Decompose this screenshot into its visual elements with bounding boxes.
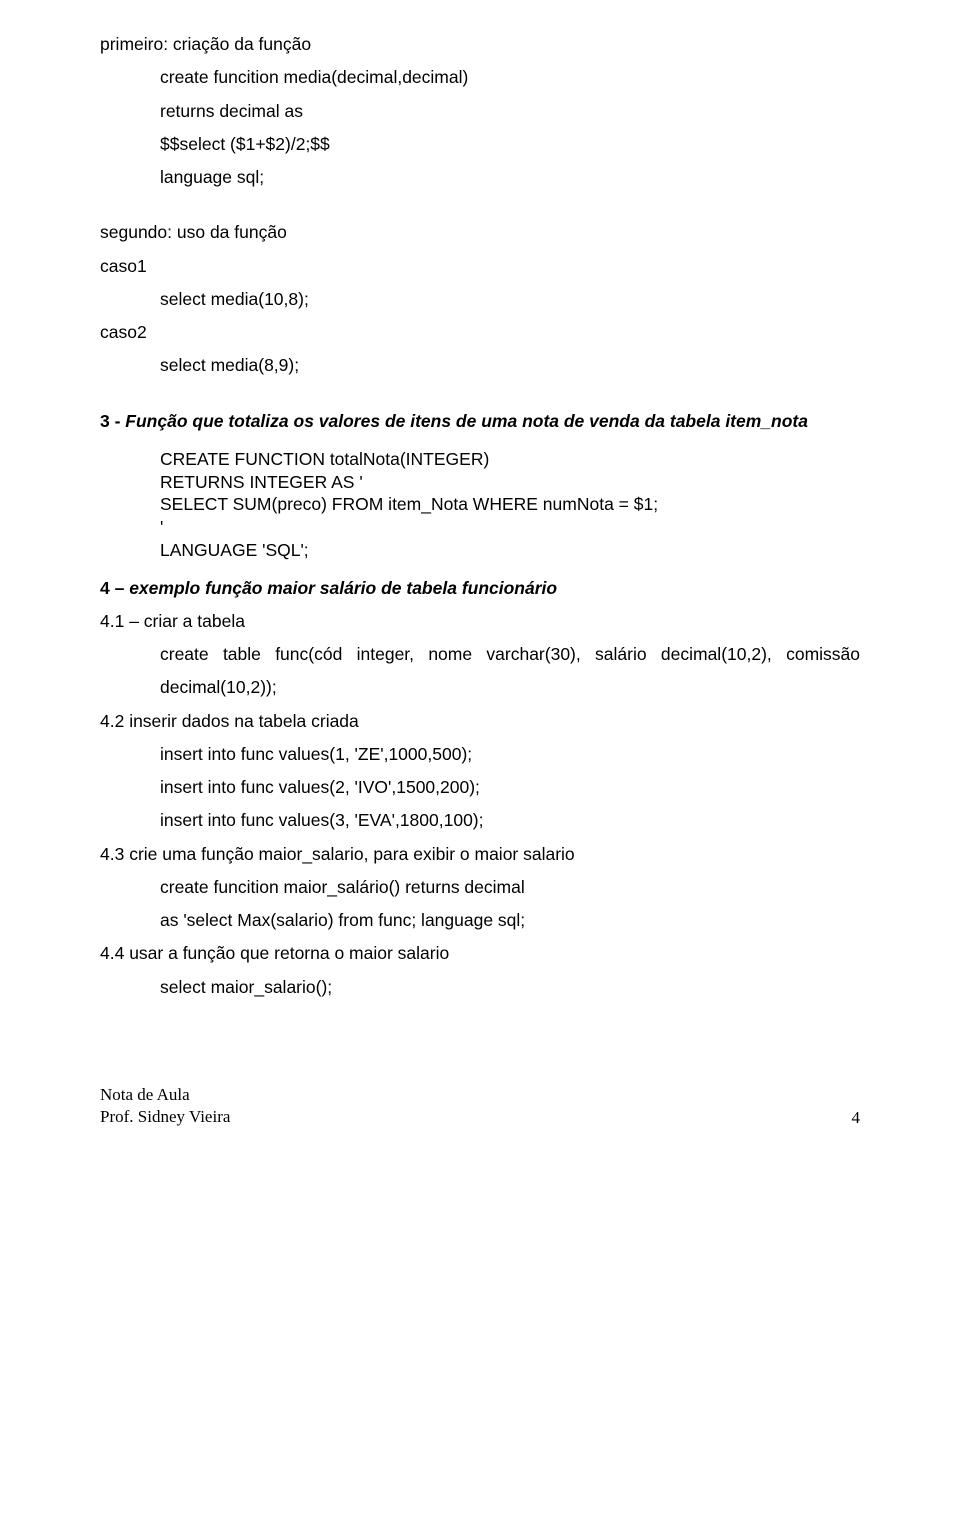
code-line: select media(8,9); <box>100 349 860 382</box>
footer-left: Nota de Aula Prof. Sidney Vieira <box>100 1084 230 1128</box>
code-line: LANGUAGE 'SQL'; <box>100 539 860 562</box>
code-line: CREATE FUNCTION totalNota(INTEGER) <box>100 448 860 471</box>
code-line: $$select ($1+$2)/2;$$ <box>100 128 860 161</box>
body-text: segundo: uso da função <box>100 216 860 249</box>
code-line: SELECT SUM(preco) FROM item_Nota WHERE n… <box>100 493 860 516</box>
spacer <box>100 438 860 448</box>
section-heading: 3 - Função que totaliza os valores de it… <box>100 405 860 438</box>
document-page: primeiro: criação da função create funci… <box>0 0 960 1168</box>
code-line: returns decimal as <box>100 95 860 128</box>
body-text: primeiro: criação da função <box>100 28 860 61</box>
body-text: caso1 <box>100 250 860 283</box>
page-footer: Nota de Aula Prof. Sidney Vieira 4 <box>100 1084 860 1128</box>
code-line: insert into func values(2, 'IVO',1500,20… <box>100 771 860 804</box>
code-line: create funcition media(decimal,decimal) <box>100 61 860 94</box>
body-text: caso2 <box>100 316 860 349</box>
code-line: RETURNS INTEGER AS ' <box>100 471 860 494</box>
code-line: select maior_salario(); <box>100 971 860 1004</box>
footer-author: Prof. Sidney Vieira <box>100 1106 230 1128</box>
code-line: select media(10,8); <box>100 283 860 316</box>
body-text: 4.1 – criar a tabela <box>100 605 860 638</box>
code-line: ' <box>100 516 860 539</box>
section-heading: 4 – exemplo função maior salário de tabe… <box>100 572 860 605</box>
heading-prefix: 3 - <box>100 411 125 431</box>
code-line: insert into func values(1, 'ZE',1000,500… <box>100 738 860 771</box>
spacer <box>100 194 860 216</box>
body-text: 4.4 usar a função que retorna o maior sa… <box>100 937 860 970</box>
code-line: language sql; <box>100 161 860 194</box>
page-number: 4 <box>852 1108 861 1128</box>
code-line: create table func(cód integer, nome varc… <box>100 638 860 705</box>
heading-prefix: 4 – <box>100 578 129 598</box>
code-line: as 'select Max(salario) from func; langu… <box>100 904 860 937</box>
code-line: insert into func values(3, 'EVA',1800,10… <box>100 804 860 837</box>
spacer <box>100 562 860 572</box>
body-text: 4.2 inserir dados na tabela criada <box>100 705 860 738</box>
heading-text: Função que totaliza os valores de itens … <box>125 411 808 431</box>
body-text: 4.3 crie uma função maior_salario, para … <box>100 838 860 871</box>
spacer <box>100 383 860 405</box>
footer-title: Nota de Aula <box>100 1084 230 1106</box>
heading-text: exemplo função maior salário de tabela f… <box>129 578 557 598</box>
code-line: create funcition maior_salário() returns… <box>100 871 860 904</box>
